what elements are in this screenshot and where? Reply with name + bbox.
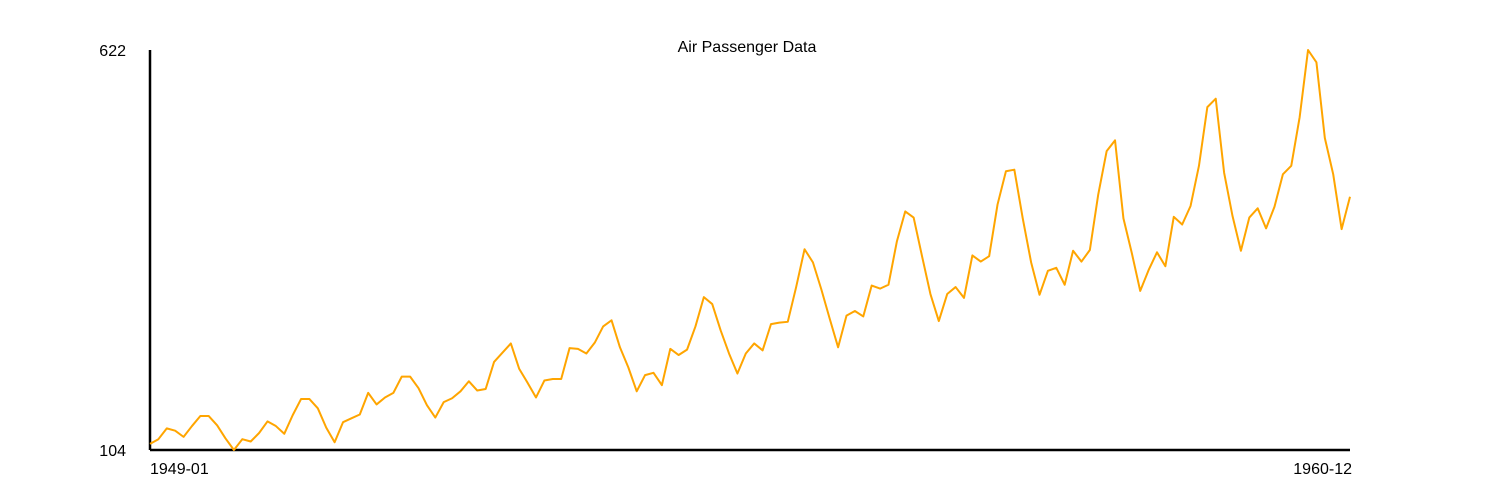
y-tick-label-min: 104 [99, 443, 126, 460]
y-tick-label-max: 622 [99, 43, 126, 60]
x-tick-label-start: 1949-01 [150, 461, 209, 478]
series-line [149, 49, 1351, 451]
x-tick-label-end: 1960-12 [1293, 461, 1352, 478]
chart-title: Air Passenger Data [678, 39, 817, 56]
